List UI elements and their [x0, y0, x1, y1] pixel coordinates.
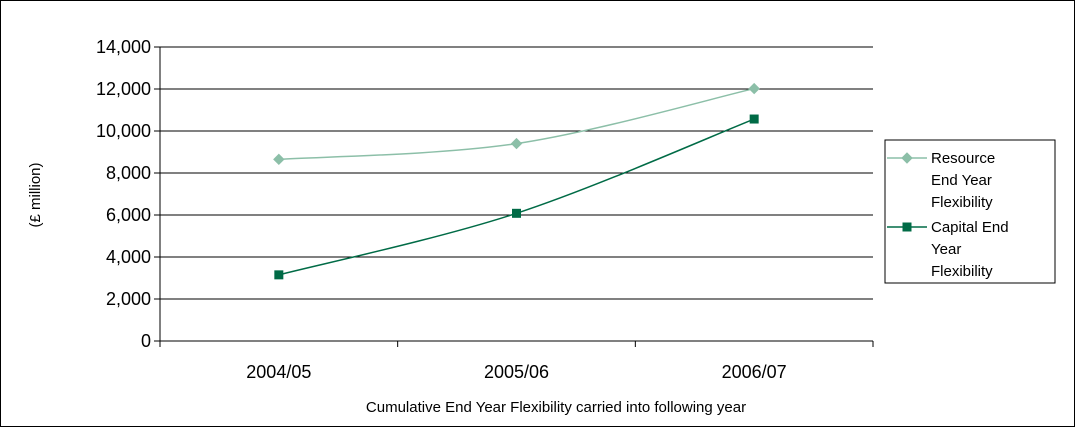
y-tick-label: 10,000 — [96, 121, 151, 141]
data-point — [273, 153, 285, 166]
legend-label: Resource — [931, 150, 995, 167]
x-tick-label: 2006/07 — [722, 362, 787, 382]
legend-label: Capital End — [931, 219, 1009, 236]
legend-item-2: Capital End Year Flexibility — [887, 219, 1009, 280]
legend-label: Flexibility — [931, 194, 993, 211]
series-1 — [273, 82, 760, 166]
data-point — [510, 137, 523, 150]
y-tick-label: 14,000 — [96, 37, 151, 57]
x-tick-label: 2004/05 — [246, 362, 311, 382]
series-2 — [274, 114, 759, 280]
legend-label: Year — [931, 241, 961, 258]
series-group — [273, 82, 760, 280]
y-tick-label: 6,000 — [106, 205, 151, 225]
data-point — [749, 114, 759, 124]
legend-label: End Year — [931, 172, 992, 189]
y-axis-label: (£ million) — [27, 162, 44, 227]
y-tick-label: 4,000 — [106, 247, 151, 267]
axes: 0 2,000 4,000 6,000 8,000 10,000 12,000 14,000 2… — [96, 37, 874, 382]
legend-box — [884, 139, 1056, 284]
y-tick-label: 8,000 — [106, 163, 151, 183]
y-tick-label: 0 — [141, 331, 151, 351]
data-point — [274, 270, 284, 280]
data-point — [748, 82, 760, 95]
x-tick-label: 2005/06 — [484, 362, 549, 382]
y-tick-label: 12,000 — [96, 79, 151, 99]
legend: Resource End Year Flexibility Capital End Ye… — [884, 139, 1056, 284]
x-axis-label: Cumulative End Year Flexibility carried … — [366, 399, 746, 416]
legend-label: Flexibility — [931, 263, 993, 280]
data-point — [512, 208, 521, 218]
legend-marker — [902, 222, 912, 232]
legend-marker — [901, 152, 913, 164]
legend-item-1: Resource End Year Flexibility — [887, 150, 995, 211]
y-tick-label: 2,000 — [106, 289, 151, 309]
